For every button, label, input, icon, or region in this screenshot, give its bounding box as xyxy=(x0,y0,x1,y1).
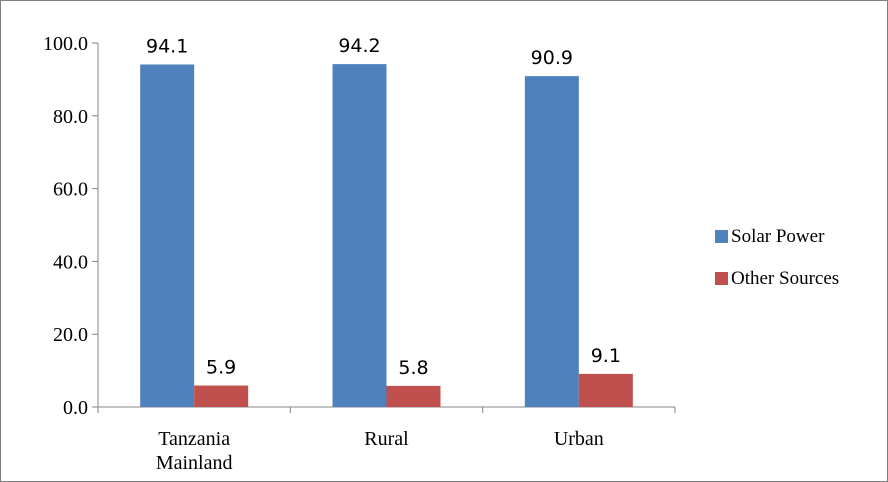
y-tick-label: 40.0 xyxy=(53,251,88,273)
data-label: 9.1 xyxy=(591,345,621,367)
x-category-label-line: Tanzania xyxy=(158,428,230,450)
x-category-label: Rural xyxy=(364,428,409,450)
y-axis: 0.0 20.0 40.0 60.0 80.0 100.0 xyxy=(43,33,99,419)
data-label: 94.1 xyxy=(146,35,188,57)
legend-swatch xyxy=(715,230,728,243)
y-tick-label: 0.0 xyxy=(63,397,88,419)
x-category-label-line: Mainland xyxy=(156,452,233,474)
x-category-label-line: Rural xyxy=(364,428,409,450)
data-label: 90.9 xyxy=(531,47,573,69)
legend-swatch xyxy=(715,272,728,285)
data-label: 94.2 xyxy=(338,35,380,57)
x-category-label: Urban xyxy=(554,428,604,450)
y-tick-label: 60.0 xyxy=(53,179,88,201)
x-category-label-line: Urban xyxy=(554,428,604,450)
y-tick-label: 20.0 xyxy=(53,324,88,346)
y-tick-label: 100.0 xyxy=(43,33,88,55)
data-labels: 94.1 94.2 90.9 5.9 5.8 9.1 xyxy=(146,35,621,379)
bar-other-sources xyxy=(386,385,441,407)
x-category-label: Tanzania Mainland xyxy=(156,428,233,474)
bar-solar-power xyxy=(332,64,387,407)
y-tick-label: 80.0 xyxy=(53,106,88,128)
legend-label: Other Sources xyxy=(731,268,839,289)
bars xyxy=(140,64,633,408)
legend-label: Solar Power xyxy=(731,226,825,247)
data-label: 5.8 xyxy=(398,357,428,379)
bar-solar-power xyxy=(524,76,579,408)
bar-solar-power xyxy=(140,64,195,407)
bar-other-sources xyxy=(578,373,633,407)
bar-other-sources xyxy=(194,385,249,407)
legend: Solar Power Other Sources xyxy=(715,226,839,289)
data-label: 5.9 xyxy=(206,357,236,379)
